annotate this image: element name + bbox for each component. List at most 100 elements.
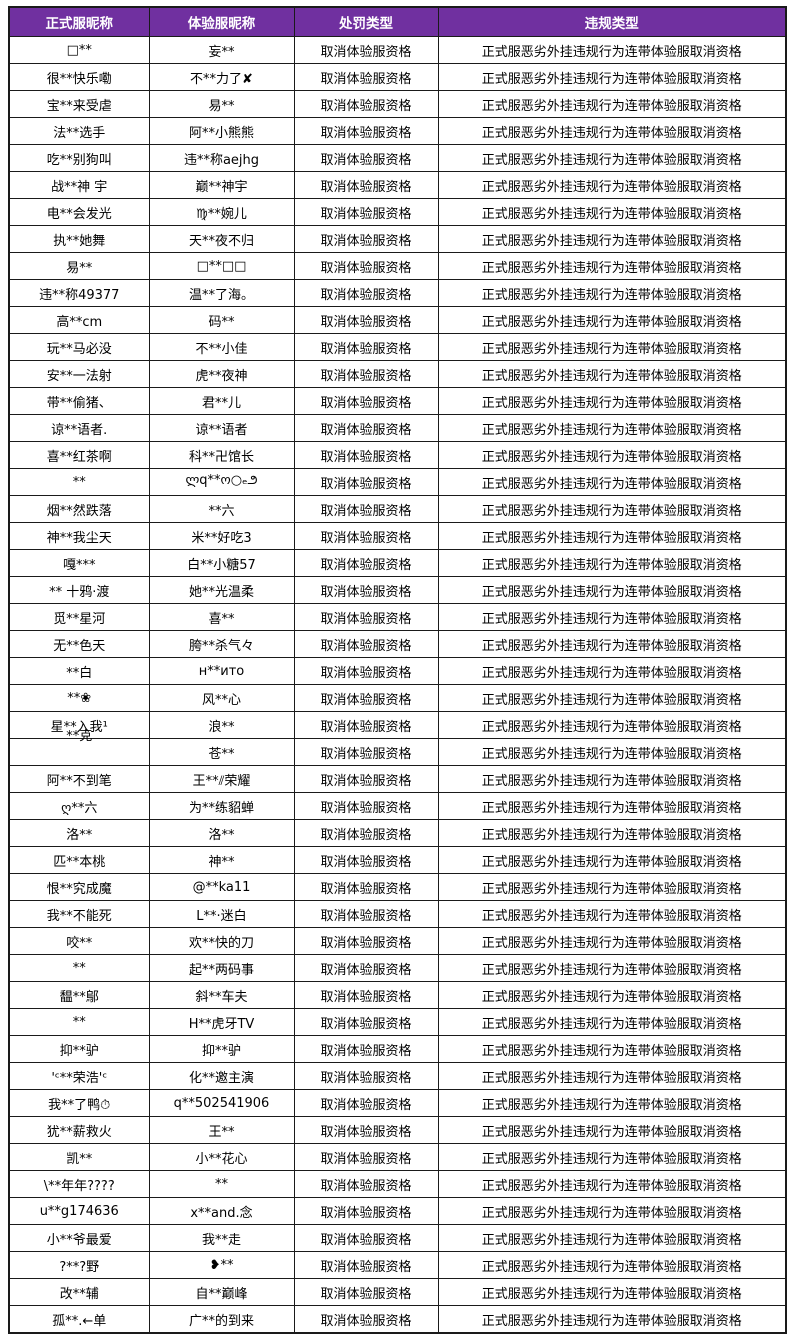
violation-type-cell: 正式服恶劣外挂违规行为连带体验服取消资格	[437, 900, 787, 928]
punishment-type-cell: 取消体验服资格	[293, 549, 439, 577]
experience-nickname-cell: 神**	[148, 846, 295, 874]
table-row: 'ᶜ**荣浩'ᶜ 化**邀主演 取消体验服资格 正式服恶劣外挂违规行为连带体验服…	[8, 1062, 787, 1090]
experience-nickname-cell: 苍**	[148, 738, 295, 766]
official-nickname-cell: 阿**不到笔	[8, 765, 150, 793]
punishment-type-cell: 取消体验服资格	[293, 846, 439, 874]
table-row: 玩**马必没 不**小佳 取消体验服资格 正式服恶劣外挂违规行为连带体验服取消资…	[8, 333, 787, 361]
official-nickname-cell: ** 十鸦·渡	[8, 576, 150, 604]
table-row: 星**入我¹ 浪** 取消体验服资格 正式服恶劣外挂违规行为连带体验服取消资格	[8, 711, 787, 739]
experience-nickname-cell: 温**了海。	[148, 279, 295, 307]
experience-nickname-cell: ლq**ო○ₑ౨	[148, 468, 295, 496]
violation-type-cell: 正式服恶劣外挂违规行为连带体验服取消资格	[437, 630, 787, 658]
experience-nickname-cell: 科**卍馆长	[148, 441, 295, 469]
punishment-type-cell: 取消体验服资格	[293, 1062, 439, 1090]
violation-type-cell: 正式服恶劣外挂违规行为连带体验服取消资格	[437, 63, 787, 91]
violation-type-cell: 正式服恶劣外挂违规行为连带体验服取消资格	[437, 1224, 787, 1252]
official-nickname-cell: 烟**然跌落	[8, 495, 150, 523]
violation-type-cell: 正式服恶劣外挂违规行为连带体验服取消资格	[437, 873, 787, 901]
experience-nickname-cell: 码**	[148, 306, 295, 334]
punishment-type-cell: 取消体验服资格	[293, 414, 439, 442]
violation-type-cell: 正式服恶劣外挂违规行为连带体验服取消资格	[437, 306, 787, 334]
experience-nickname-cell: 虎**夜神	[148, 360, 295, 388]
punishment-type-cell: 取消体验服资格	[293, 117, 439, 145]
violation-type-cell: 正式服恶劣外挂违规行为连带体验服取消资格	[437, 252, 787, 280]
punishment-type-cell: 取消体验服资格	[293, 1278, 439, 1306]
punishment-type-cell: 取消体验服资格	[293, 711, 439, 739]
official-nickname-cell: 宝**来受虐	[8, 90, 150, 118]
violation-type-cell: 正式服恶劣外挂违规行为连带体验服取消资格	[437, 360, 787, 388]
table-row: 我**了鸭⏱ q**502541906 取消体验服资格 正式服恶劣外挂违规行为连…	[8, 1089, 787, 1117]
punishment-type-cell: 取消体验服资格	[293, 63, 439, 91]
experience-nickname-cell: 自**巅峰	[148, 1278, 295, 1306]
punishment-type-cell: 取消体验服资格	[293, 1089, 439, 1117]
experience-nickname-cell: ❥**	[148, 1251, 295, 1279]
table-row: **白 н**ито 取消体验服资格 正式服恶劣外挂违规行为连带体验服取消资格	[8, 657, 787, 685]
punishment-type-cell: 取消体验服资格	[293, 225, 439, 253]
official-nickname-cell: 很**快乐嘞	[8, 63, 150, 91]
punishment-type-cell: 取消体验服资格	[293, 738, 439, 766]
punishment-type-cell: 取消体验服资格	[293, 1224, 439, 1252]
official-nickname-cell: 小**爷最爱	[8, 1224, 150, 1252]
violation-type-cell: 正式服恶劣外挂违规行为连带体验服取消资格	[437, 684, 787, 712]
experience-nickname-cell: **六	[148, 495, 295, 523]
violation-type-cell: 正式服恶劣外挂违规行为连带体验服取消资格	[437, 1116, 787, 1144]
table-row: 易** □**□□ 取消体验服资格 正式服恶劣外挂违规行为连带体验服取消资格	[8, 252, 787, 280]
punishment-type-cell: 取消体验服资格	[293, 36, 439, 64]
experience-nickname-cell: x**and.念	[148, 1197, 295, 1225]
violation-type-cell: 正式服恶劣外挂违规行为连带体验服取消资格	[437, 90, 787, 118]
experience-nickname-cell: 阿**小熊熊	[148, 117, 295, 145]
experience-nickname-cell: L**·迷白	[148, 900, 295, 928]
table-header-row: 正式服昵称 体验服昵称 处罚类型 违规类型	[8, 6, 787, 37]
punishment-type-cell: 取消体验服资格	[293, 198, 439, 226]
official-nickname-cell: 改**辅	[8, 1278, 150, 1306]
experience-nickname-cell: □**□□	[148, 252, 295, 280]
punishment-type-cell: 取消体验服资格	[293, 900, 439, 928]
experience-nickname-cell: 为**练貂蝉	[148, 792, 295, 820]
experience-nickname-cell: 小**花心	[148, 1143, 295, 1171]
experience-nickname-cell: **	[148, 1170, 295, 1198]
punishment-type-cell: 取消体验服资格	[293, 306, 439, 334]
punishment-type-cell: 取消体验服资格	[293, 441, 439, 469]
table-row: 改**辅 自**巅峰 取消体验服资格 正式服恶劣外挂违规行为连带体验服取消资格	[8, 1278, 787, 1306]
table-row: 馧**鄔 斜**车夫 取消体验服资格 正式服恶劣外挂违规行为连带体验服取消资格	[8, 981, 787, 1009]
official-nickname-cell: \**年年????	[8, 1170, 150, 1198]
official-nickname-cell: 我**不能死	[8, 900, 150, 928]
violation-type-cell: 正式服恶劣外挂违规行为连带体验服取消资格	[437, 1251, 787, 1279]
experience-nickname-cell: 米**好吃3	[148, 522, 295, 550]
ban-announcement-page: 正式服昵称 体验服昵称 处罚类型 违规类型 □** 妄** 取消体验服资格 正式…	[8, 6, 787, 1334]
table-row: 宝**来受虐 易** 取消体验服资格 正式服恶劣外挂违规行为连带体验服取消资格	[8, 90, 787, 118]
official-nickname-cell: 匹**本桃	[8, 846, 150, 874]
official-nickname-cell: **❀	[8, 684, 150, 712]
official-nickname-cell: ღ**六	[8, 792, 150, 820]
punishment-type-cell: 取消体验服资格	[293, 171, 439, 199]
violation-type-cell: 正式服恶劣外挂违规行为连带体验服取消资格	[437, 1008, 787, 1036]
punishment-type-cell: 取消体验服资格	[293, 1143, 439, 1171]
experience-nickname-cell: 起**两码事	[148, 954, 295, 982]
violation-type-cell: 正式服恶劣外挂违规行为连带体验服取消资格	[437, 765, 787, 793]
official-nickname-cell: 嘎***	[8, 549, 150, 577]
violation-type-cell: 正式服恶劣外挂违规行为连带体验服取消资格	[437, 225, 787, 253]
punishment-type-cell: 取消体验服资格	[293, 684, 439, 712]
punishment-type-cell: 取消体验服资格	[293, 522, 439, 550]
official-nickname-cell: 孤**.←单	[8, 1305, 150, 1334]
experience-nickname-cell: 胯**杀气々	[148, 630, 295, 658]
table-row: 无**色天 胯**杀气々 取消体验服资格 正式服恶劣外挂违规行为连带体验服取消资…	[8, 630, 787, 658]
table-row: 阿**不到笔 王**⫽荣耀 取消体验服资格 正式服恶劣外挂违规行为连带体验服取消…	[8, 765, 787, 793]
violation-type-cell: 正式服恶劣外挂违规行为连带体验服取消资格	[437, 819, 787, 847]
punishment-type-cell: 取消体验服资格	[293, 1008, 439, 1036]
experience-nickname-cell: 浪**	[148, 711, 295, 739]
violation-type-cell: 正式服恶劣外挂违规行为连带体验服取消资格	[437, 1305, 787, 1334]
table-row: 洛** 洛** 取消体验服资格 正式服恶劣外挂违规行为连带体验服取消资格	[8, 819, 787, 847]
experience-nickname-cell: 不**小佳	[148, 333, 295, 361]
violation-type-cell: 正式服恶劣外挂违规行为连带体验服取消资格	[437, 414, 787, 442]
punishment-type-cell: 取消体验服资格	[293, 144, 439, 172]
violation-ban-table: 正式服昵称 体验服昵称 处罚类型 违规类型 □** 妄** 取消体验服资格 正式…	[8, 6, 787, 1334]
violation-type-cell: 正式服恶劣外挂违规行为连带体验服取消资格	[437, 711, 787, 739]
experience-nickname-cell: H**虎牙TV	[148, 1008, 295, 1036]
official-nickname-cell: 吃**别狗叫	[8, 144, 150, 172]
experience-nickname-cell: 抑**驴	[148, 1035, 295, 1063]
violation-type-cell: 正式服恶劣外挂违规行为连带体验服取消资格	[437, 981, 787, 1009]
experience-nickname-cell: 喜**	[148, 603, 295, 631]
official-nickname-cell: 安**一法射	[8, 360, 150, 388]
punishment-type-cell: 取消体验服资格	[293, 1116, 439, 1144]
